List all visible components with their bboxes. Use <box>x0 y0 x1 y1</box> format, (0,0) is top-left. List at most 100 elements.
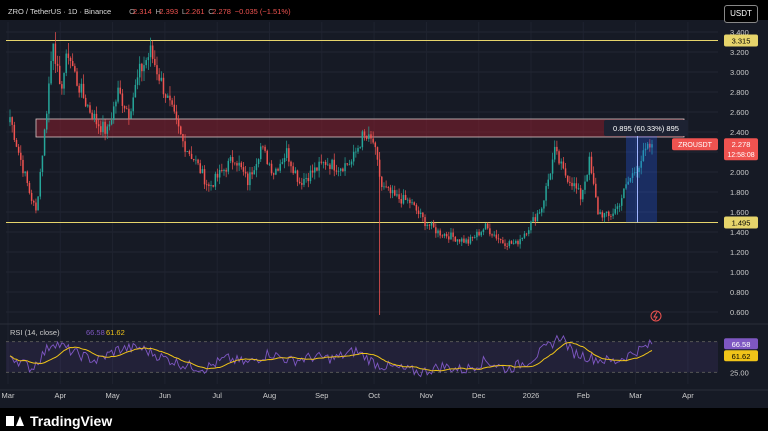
candle-body <box>361 131 364 148</box>
candle-body <box>229 157 232 161</box>
candle-body <box>372 138 374 143</box>
candle-body <box>486 223 489 229</box>
candle-body <box>478 231 480 236</box>
candle-body <box>499 239 502 241</box>
candle-body <box>307 177 310 182</box>
candle-body <box>651 144 653 148</box>
candle-body <box>465 239 467 243</box>
candle-body <box>623 188 625 199</box>
candle-body <box>579 188 582 200</box>
candle-body <box>175 111 178 119</box>
candle-body <box>45 113 48 130</box>
time-axis-tick: Sep <box>315 391 328 400</box>
candle-body <box>646 143 649 149</box>
candle-body <box>125 108 128 110</box>
price-axis-tick: 0.600 <box>730 308 749 317</box>
candle-body <box>620 198 623 206</box>
candle-body <box>56 63 59 66</box>
high-value: 2.393 <box>159 7 178 16</box>
candle-body <box>618 205 621 207</box>
candle-body <box>577 188 580 190</box>
candle-body <box>614 208 617 214</box>
candle-body <box>445 233 448 237</box>
candle-body <box>69 57 72 62</box>
currency-button[interactable]: USDT <box>724 5 758 23</box>
candle-body <box>182 134 184 142</box>
candle-body <box>365 135 368 140</box>
candle-body <box>394 190 396 196</box>
candle-body <box>169 95 171 101</box>
candle-body <box>400 199 403 204</box>
candle-body <box>484 223 487 230</box>
candle-body <box>517 240 519 245</box>
candle-body <box>331 159 333 169</box>
candle-body <box>266 150 268 165</box>
candle-body <box>188 151 191 154</box>
candle-body <box>164 94 167 98</box>
candle-body <box>61 84 63 89</box>
candle-body <box>268 163 271 165</box>
candle-body <box>368 134 370 140</box>
level-tag-bg <box>724 216 758 229</box>
measure-label-bg <box>604 120 688 136</box>
candle-body <box>121 93 124 106</box>
candle-body <box>238 162 240 166</box>
candle-body <box>510 241 513 244</box>
candle-body <box>564 168 567 176</box>
tradingview-logo[interactable]: TradingView <box>6 413 112 429</box>
candle-body <box>374 142 377 148</box>
candle-body <box>448 236 450 240</box>
candle-body <box>132 97 134 112</box>
candle-body <box>415 204 418 211</box>
candle-body <box>192 159 195 161</box>
chart-background <box>0 0 768 408</box>
candle-body <box>638 167 640 173</box>
top-bar <box>0 0 768 20</box>
candle-body <box>244 171 247 174</box>
level-tag: 3.315 <box>732 37 751 46</box>
candle-body <box>590 156 593 174</box>
candle-body <box>493 234 495 236</box>
candle-body <box>130 111 132 119</box>
candle-body <box>566 175 569 182</box>
candle-body <box>396 194 398 196</box>
candle-body <box>422 212 424 218</box>
candle-body <box>595 183 597 198</box>
candle-body <box>359 147 361 149</box>
candle-body <box>640 161 642 168</box>
candle-body <box>612 213 614 217</box>
candle-body <box>357 148 359 152</box>
candle-body <box>633 172 636 174</box>
candle-body <box>541 208 543 213</box>
candle-body <box>387 187 390 189</box>
candle-body <box>512 243 515 245</box>
candle-body <box>383 186 385 188</box>
candle-body <box>190 153 193 160</box>
candle-body <box>128 108 130 119</box>
candle-body <box>625 184 627 189</box>
candles <box>9 32 653 251</box>
candle-body <box>536 213 539 222</box>
candle-body <box>543 200 545 209</box>
candle-body <box>523 233 526 238</box>
low-label: L <box>182 7 186 16</box>
candle-body <box>298 181 301 184</box>
candle-body <box>257 159 260 165</box>
candle-body <box>33 200 35 203</box>
time-axis-tick: May <box>106 391 120 400</box>
price-axis-tick: 3.200 <box>730 48 749 57</box>
candle-body <box>322 161 325 163</box>
candle-body <box>605 211 608 214</box>
price-axis-tick: 2.800 <box>730 88 749 97</box>
candle-body <box>471 236 474 238</box>
price-tag-bg <box>724 138 758 161</box>
candle-body <box>461 238 463 242</box>
candle-body <box>216 173 219 178</box>
candle-body <box>231 157 234 163</box>
candle-body <box>212 185 214 187</box>
candle-body <box>314 167 316 173</box>
candle-body <box>138 63 141 78</box>
high-label: H <box>156 7 161 16</box>
